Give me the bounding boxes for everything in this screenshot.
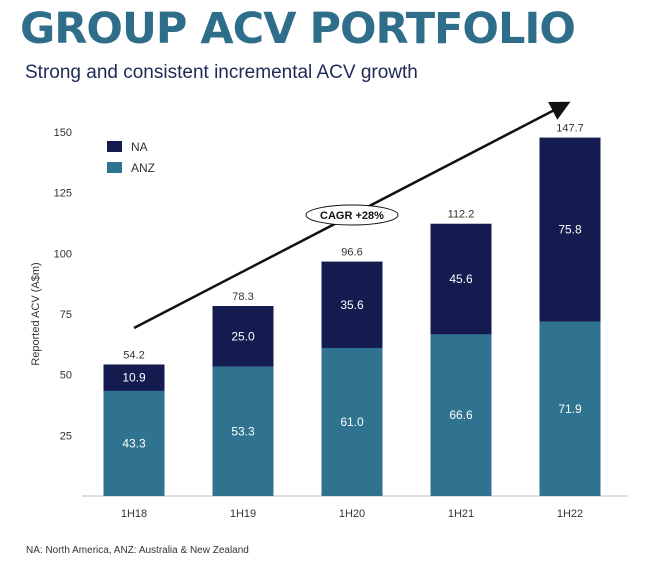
x-tick-label: 1H20	[339, 508, 365, 520]
acv-stacked-bar-chart: 25 50 75 100 125 150 Reported ACV (A$m) 1H18 1H1…	[30, 101, 628, 520]
bar-na-1h22	[539, 137, 601, 322]
x-tick-label: 1H18	[121, 508, 147, 520]
total-label: 78.3	[232, 291, 253, 303]
data-label-na: 25.0	[231, 329, 255, 343]
legend-label-anz: ANZ	[131, 161, 155, 175]
data-label-anz: 66.6	[449, 408, 473, 422]
y-tick-label: 125	[54, 188, 72, 200]
total-label: 112.2	[448, 209, 475, 221]
bar-anz-1h21	[430, 334, 492, 496]
y-tick-label: 150	[54, 127, 72, 139]
cagr-bubble	[305, 204, 399, 226]
bar-na-1h20	[321, 261, 383, 348]
data-label-anz: 61.0	[340, 415, 364, 429]
bar-na-1h18	[103, 364, 165, 391]
legend-swatch-na	[107, 141, 122, 152]
bar-na-1h21	[430, 223, 492, 335]
total-label: 96.6	[341, 247, 362, 259]
bar-anz-1h18	[103, 390, 165, 496]
total-label: 147.7	[556, 123, 584, 135]
data-label-anz: 71.9	[558, 402, 582, 416]
y-tick-label: 50	[60, 370, 72, 382]
total-label: 54.2	[123, 349, 144, 361]
legend-label-na: NA	[131, 140, 148, 154]
y-tick-label: 100	[54, 248, 72, 260]
y-tick-label: 25	[60, 430, 72, 442]
y-axis-label: Reported ACV (A$m)	[30, 262, 42, 365]
footnote: NA: North America, ANZ: Australia & New …	[26, 545, 249, 556]
bar-na-1h19	[212, 305, 274, 367]
x-tick-label: 1H19	[230, 508, 256, 520]
page-subtitle: Strong and consistent incremental ACV gr…	[25, 62, 418, 83]
data-label-na: 45.6	[449, 272, 473, 286]
data-label-anz: 43.3	[122, 436, 146, 450]
x-tick-label: 1H21	[448, 508, 474, 520]
cagr-annotation: CAGR +28%	[320, 210, 384, 222]
bar-anz-1h19	[212, 366, 274, 496]
page-title: GROUP ACV PORTFOLIO	[20, 4, 576, 54]
data-label-na: 75.8	[558, 223, 582, 237]
x-tick-label: 1H22	[557, 508, 583, 520]
data-label-na: 10.9	[122, 371, 146, 385]
bar-anz-1h20	[321, 347, 383, 496]
legend-swatch-anz	[107, 162, 122, 173]
data-label-anz: 53.3	[231, 424, 255, 438]
bar-anz-1h22	[539, 321, 601, 496]
data-label-na: 35.6	[340, 298, 364, 312]
y-tick-label: 75	[60, 309, 72, 321]
